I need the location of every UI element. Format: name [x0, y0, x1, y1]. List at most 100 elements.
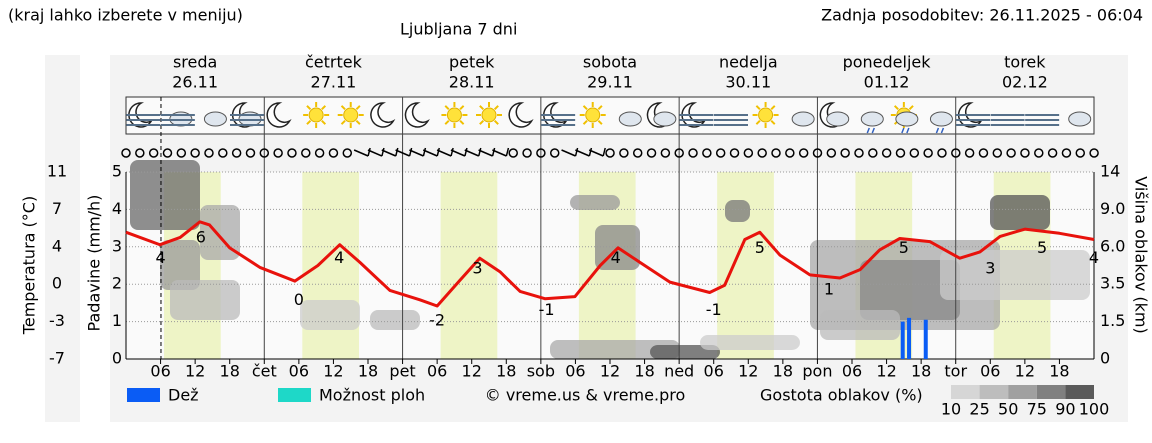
- cloud-icon: [653, 111, 677, 127]
- x-tick-label: čet: [252, 362, 277, 381]
- wind-barb: [574, 147, 579, 157]
- wind-barb: [409, 149, 424, 157]
- cloud-icon: [203, 111, 227, 127]
- wind-calm: [812, 148, 823, 158]
- precip-tick-label: 2: [112, 274, 122, 293]
- sun-ray: [582, 119, 588, 125]
- temp-axis-title: Temperatura (°C): [20, 196, 39, 335]
- day-name: petek: [449, 53, 495, 72]
- day-name: četrtek: [305, 53, 363, 72]
- rain-icon: [871, 127, 875, 134]
- wind-calm: [1020, 148, 1030, 158]
- sun-ray: [755, 119, 761, 125]
- wind-barb: [588, 149, 604, 157]
- wind-calm: [909, 148, 920, 158]
- wind-calm: [715, 148, 726, 158]
- moon-icon: [266, 102, 292, 128]
- cloud-blob: [160, 240, 200, 290]
- precip-tick-label: 0: [112, 349, 122, 368]
- wind-barb: [491, 147, 496, 157]
- wind-calm: [176, 148, 187, 158]
- density-swatch: [951, 385, 980, 399]
- x-tick-label: 18: [634, 362, 654, 381]
- cloud-blob: [725, 200, 750, 222]
- daylight-band: [440, 172, 498, 359]
- temperature-label: 1: [824, 279, 834, 298]
- wind-calm: [632, 148, 643, 158]
- wind-calm: [1061, 148, 1072, 158]
- cloud-blob: [130, 160, 200, 230]
- x-tick-label: 12: [876, 362, 896, 381]
- wind-calm: [549, 148, 560, 158]
- cloud-height-tick-label: 0: [1100, 349, 1110, 368]
- rain-bar: [900, 321, 905, 359]
- daylight-band: [717, 172, 774, 359]
- wind-calm: [743, 148, 754, 158]
- wind-calm: [688, 148, 698, 158]
- wind-barb: [422, 147, 427, 157]
- cloud-icon: [791, 111, 815, 127]
- left-panel: [45, 55, 80, 422]
- temperature-line: [125, 220, 1095, 308]
- wind-calm: [785, 148, 795, 158]
- cloud-blob: [550, 340, 680, 359]
- x-tick-label: tor: [944, 362, 967, 381]
- density-level: 90: [1055, 400, 1075, 419]
- day-date: 30.11: [725, 73, 771, 92]
- cloud-height-tick-label: 6.0: [1100, 236, 1125, 255]
- temperature-label: -1: [539, 300, 555, 319]
- wind-calm: [1006, 148, 1016, 158]
- sun-ray: [770, 105, 776, 111]
- sun-ray: [444, 119, 450, 125]
- wind-calm: [135, 148, 145, 158]
- wind-calm: [190, 148, 200, 158]
- rain-bar: [923, 319, 928, 359]
- sun-ray: [597, 119, 603, 125]
- sun-icon: [481, 107, 497, 123]
- x-tick-label: 06: [842, 362, 862, 381]
- cloud-height-tick-label: 14: [1100, 162, 1120, 181]
- wind-calm: [937, 148, 947, 158]
- wind-calm: [342, 148, 353, 158]
- x-tick-label: 06: [980, 362, 1000, 381]
- day-name: torek: [1004, 53, 1046, 72]
- moon-icon: [370, 102, 396, 128]
- sun-ray: [493, 105, 499, 111]
- x-tick-label: 12: [185, 362, 205, 381]
- day-date: 26.11: [172, 73, 218, 92]
- temperature-label: 5: [1037, 238, 1047, 257]
- wind-calm: [508, 148, 518, 158]
- day-name: nedelja: [719, 53, 778, 72]
- wind-barb: [561, 149, 576, 157]
- day-name: sreda: [173, 53, 217, 72]
- wind-calm: [951, 148, 961, 158]
- wind-barb: [464, 149, 480, 157]
- x-tick-label: 18: [773, 362, 793, 381]
- wind-calm: [522, 148, 532, 158]
- x-tick-label: 06: [289, 362, 309, 381]
- cloud-blob: [300, 300, 360, 330]
- wind-barb: [353, 149, 369, 157]
- wind-barb: [478, 149, 493, 157]
- cloud-height-tick-label: 1.5: [1100, 311, 1125, 330]
- rain-icon: [940, 127, 945, 134]
- rain-bar: [907, 317, 912, 359]
- sun-ray: [755, 105, 761, 111]
- wind-calm: [259, 148, 270, 158]
- rain-icon: [866, 127, 870, 134]
- cloud-icon: [826, 111, 850, 127]
- sun-ray: [479, 105, 485, 111]
- wind-calm: [1089, 148, 1099, 158]
- sun-ray: [321, 119, 327, 125]
- x-tick-label: 18: [358, 362, 378, 381]
- temperature-label: 5: [755, 238, 765, 257]
- temperature-label: 4: [1089, 248, 1099, 267]
- moon-icon: [508, 102, 534, 128]
- cloud-axis-title: Višina oblakov (km): [1132, 176, 1151, 333]
- sun-ray: [493, 119, 499, 125]
- precip-tick-label: 1: [112, 311, 122, 330]
- sun-ray: [340, 105, 346, 111]
- temp-tick-label: 4: [52, 236, 62, 255]
- sun-ray: [355, 105, 361, 111]
- wind-calm: [729, 148, 740, 158]
